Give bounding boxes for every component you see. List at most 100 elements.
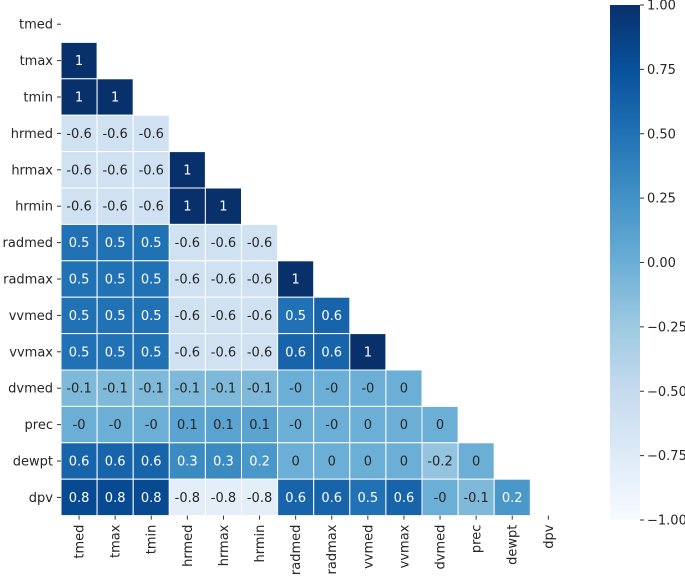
heatmap-cell <box>60 478 98 517</box>
y-tick-label: radmax <box>3 273 53 288</box>
y-tick-label: tmed <box>19 18 53 33</box>
x-tick-label: dpv <box>542 524 557 549</box>
cell-value-label: -0 <box>109 418 122 433</box>
cell-value-label: 0 <box>364 455 372 470</box>
cell-value-label: -0.6 <box>211 236 236 251</box>
cell-value-label: -0.6 <box>247 345 272 360</box>
heatmap-cell <box>168 478 206 517</box>
heatmap-cell <box>241 478 279 517</box>
heatmap-cell <box>313 296 351 335</box>
heatmap-cell <box>96 187 134 225</box>
cell-value-label: -0 <box>289 418 302 433</box>
heatmap-cell <box>421 405 459 444</box>
cell-value-label: -0.6 <box>102 163 127 178</box>
colorbar-tick-label: 0.50 <box>647 127 676 142</box>
cell-value-label: 0 <box>328 455 336 470</box>
cell-value-label: 0.8 <box>141 491 162 506</box>
colorbar-tick-label: 0.25 <box>647 192 676 207</box>
cell-value-label: 0.6 <box>141 455 162 470</box>
colorbar-tick-label: −0.75 <box>647 449 685 464</box>
y-tick-label: dvmed <box>8 382 53 397</box>
heatmap-cell <box>277 260 315 298</box>
cell-value-label: 1 <box>75 54 83 69</box>
colorbar-tick-label: 1.00 <box>647 0 676 14</box>
cell-value-label: 1 <box>75 91 83 106</box>
heatmap-cell <box>241 369 279 407</box>
heatmap-cells: 1 1 1 -0.6 -0.6 -0.6 -0.6 -0.6 -0.6 1 -0.6 -0.6 -0.6… <box>60 41 531 517</box>
cell-value-label: -0 <box>325 382 338 397</box>
heatmap-cell <box>168 442 206 480</box>
cell-value-label: 0.5 <box>105 236 126 251</box>
y-tick-label: prec <box>25 418 53 433</box>
cell-value-label: 0.5 <box>105 273 126 288</box>
cell-value-label: 0.6 <box>105 455 126 470</box>
x-tick-label: hrmed <box>181 525 196 567</box>
y-tick-label: dpv <box>29 491 54 506</box>
cell-value-label: -0.6 <box>175 345 200 360</box>
cell-value-label: -0.1 <box>102 382 127 397</box>
cell-value-label: -0.6 <box>66 127 91 142</box>
cell-value-label: 0.5 <box>69 236 90 251</box>
cell-value-label: -0.6 <box>102 200 127 215</box>
cell-value-label: 0.3 <box>177 455 198 470</box>
heatmap-cell <box>132 442 170 480</box>
cell-value-label: -0.1 <box>247 382 272 397</box>
x-tick-label: hrmin <box>253 525 268 563</box>
heatmap-cell <box>60 78 98 116</box>
cell-value-label: 1 <box>219 200 227 215</box>
heatmap-cell <box>349 442 387 480</box>
y-tick-label: vvmax <box>9 345 53 360</box>
cell-value-label: -0.8 <box>247 491 272 506</box>
heatmap-cell <box>132 114 170 153</box>
cell-value-label: -0.8 <box>175 491 200 506</box>
heatmap-cell <box>60 333 98 371</box>
cell-value-label: -0.6 <box>211 345 236 360</box>
cell-value-label: -0.6 <box>247 273 272 288</box>
cell-value-label: 0.5 <box>358 491 379 506</box>
cell-value-label: -0 <box>145 418 158 433</box>
cell-value-label: 0.1 <box>177 418 198 433</box>
heatmap-cell <box>132 223 170 262</box>
x-tick-label: radmax <box>325 524 340 574</box>
colorbar-gradient <box>610 5 640 520</box>
heatmap-cell <box>60 296 98 335</box>
cell-value-label: 0 <box>400 455 408 470</box>
cell-value-label: 1 <box>183 163 191 178</box>
heatmap-cell <box>96 260 134 298</box>
cell-value-label: 1 <box>364 345 372 360</box>
cell-value-label: 0.6 <box>321 345 342 360</box>
heatmap-cell <box>60 442 98 480</box>
heatmap-cell <box>168 369 206 407</box>
heatmap-cell <box>277 478 315 517</box>
cell-value-label: 0.5 <box>105 309 126 324</box>
cell-value-label: -0.6 <box>139 200 164 215</box>
x-tick-label: tmin <box>145 525 160 555</box>
heatmap-cell <box>204 223 242 262</box>
colorbar-ticks: 1.00 0.75 0.50 0.25 0.00 −0.25 −0.50 −0.75 −1.00 <box>640 0 685 529</box>
cell-value-label: -0.1 <box>139 382 164 397</box>
cell-value-label: -0.6 <box>175 236 200 251</box>
cell-value-label: 0.1 <box>249 418 270 433</box>
colorbar: 1.00 0.75 0.50 0.25 0.00 −0.25 −0.50 −0.75 −1.00 <box>610 0 685 529</box>
colorbar-tick-label: −1.00 <box>647 514 685 529</box>
cell-value-label: 1 <box>292 273 300 288</box>
cell-value-label: 0.5 <box>141 345 162 360</box>
cell-value-label: -0 <box>73 418 86 433</box>
colorbar-tick-label: 0.75 <box>647 63 676 78</box>
cell-value-label: 0.5 <box>69 273 90 288</box>
heatmap-cell <box>168 223 206 262</box>
heatmap-cell <box>277 442 315 480</box>
cell-value-label: 0.6 <box>394 491 415 506</box>
y-tick-label: tmin <box>23 91 53 106</box>
heatmap-cell <box>168 405 206 444</box>
colorbar-tick-label: −0.50 <box>647 385 685 400</box>
heatmap-cell <box>241 333 279 371</box>
heatmap-cell <box>421 478 459 517</box>
cell-value-label: 0.6 <box>285 491 306 506</box>
cell-value-label: -0.6 <box>102 127 127 142</box>
heatmap-cell <box>349 405 387 444</box>
heatmap-cell <box>457 442 495 480</box>
cell-value-label: -0.6 <box>66 163 91 178</box>
cell-value-label: 0.5 <box>69 309 90 324</box>
y-tick-labels: tmed tmax tmin hrmed hrmax hrmin radmed radmax v… <box>3 18 61 506</box>
